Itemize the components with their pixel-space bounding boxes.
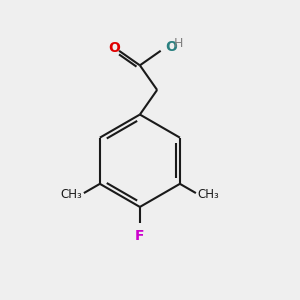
- Text: O: O: [108, 41, 120, 56]
- Text: F: F: [135, 229, 145, 243]
- Text: CH₃: CH₃: [198, 188, 220, 201]
- Text: O: O: [165, 40, 177, 54]
- Text: H: H: [174, 37, 183, 50]
- Text: CH₃: CH₃: [60, 188, 82, 201]
